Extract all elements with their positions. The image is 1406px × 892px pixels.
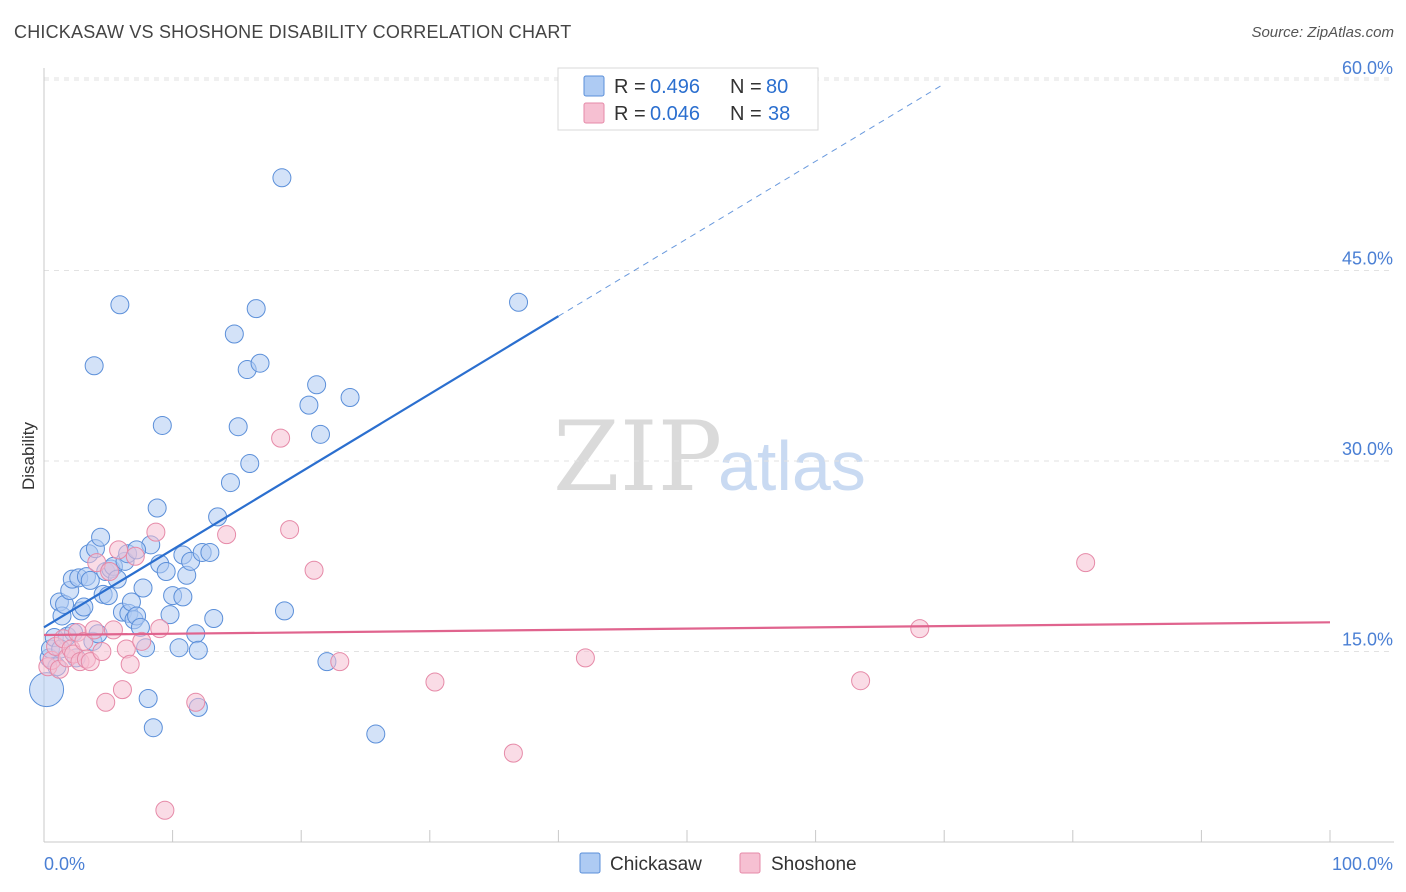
chickasaw-legend-swatch — [583, 75, 605, 97]
chart-title: CHICKASAW VS SHOSHONE DISABILITY CORRELA… — [14, 22, 572, 42]
chickasaw-point — [240, 454, 260, 474]
shoshone-n-value: 38 — [768, 103, 790, 125]
legend-chickasaw-swatch — [579, 852, 601, 874]
chickasaw-point — [147, 498, 167, 518]
shoshone-point — [186, 692, 206, 712]
chickasaw-point — [307, 375, 327, 395]
watermark-atlas: atlas — [718, 427, 866, 505]
shoshone-legend-swatch — [583, 102, 605, 124]
chickasaw-point — [224, 324, 244, 344]
chickasaw-point — [200, 542, 220, 562]
legend-shoshone-swatch — [739, 852, 761, 874]
chickasaw-point — [310, 424, 330, 444]
chickasaw-point — [84, 356, 104, 376]
y-tick-labels: 15.0% 30.0% 45.0% 60.0% — [1342, 58, 1393, 650]
chickasaw-point — [110, 295, 130, 315]
shoshone-point — [146, 522, 166, 542]
shoshone-trend-line — [43, 621, 1331, 637]
y-tick-label: 15.0% — [1342, 630, 1393, 650]
shoshone-point — [92, 642, 112, 661]
chickasaw-n-label: N = — [730, 76, 762, 98]
chickasaw-point — [204, 608, 224, 628]
chickasaw-point — [366, 724, 386, 744]
chickasaw-point — [156, 561, 176, 581]
shoshone-point — [155, 800, 175, 820]
shoshone-point — [503, 743, 523, 763]
chickasaw-point — [272, 168, 292, 188]
chickasaw-point — [274, 601, 294, 621]
chickasaw-point — [80, 570, 100, 590]
shoshone-point — [132, 631, 152, 651]
shoshone-point — [330, 652, 350, 672]
x-tick-label-max: 100.0% — [1332, 854, 1393, 874]
axes — [43, 68, 1394, 843]
shoshone-n-label: N = — [730, 103, 762, 125]
shoshone-point — [84, 620, 104, 640]
chickasaw-point — [340, 388, 360, 407]
shoshone-point — [304, 560, 324, 580]
chickasaw-trend-extension — [558, 83, 945, 317]
chickasaw-point — [188, 640, 208, 660]
shoshone-point — [425, 672, 445, 692]
chickasaw-point — [220, 473, 240, 493]
chickasaw-point — [133, 578, 153, 598]
chickasaw-point — [228, 417, 248, 437]
chickasaw-point — [143, 718, 163, 738]
chickasaw-r-value: 0.496 — [650, 76, 700, 98]
y-tick-label: 45.0% — [1342, 249, 1393, 269]
shoshone-point — [103, 620, 123, 640]
shoshone-point — [910, 619, 930, 639]
shoshone-point — [109, 540, 129, 560]
trend-lines — [43, 83, 1331, 637]
shoshone-r-label: R = — [614, 103, 646, 125]
shoshone-point — [120, 654, 140, 674]
legend-shoshone-label: Shoshone — [771, 854, 857, 875]
shoshone-point — [271, 428, 291, 448]
shoshone-points — [38, 428, 1096, 820]
watermark-zip: ZIP — [553, 401, 722, 513]
chickasaw-point — [250, 353, 270, 373]
legend-chickasaw-label: Chickasaw — [610, 854, 702, 875]
series-legend: Chickasaw Shoshone — [579, 852, 857, 875]
chickasaw-point — [138, 688, 158, 708]
x-tick-labels: 0.0% 100.0% — [44, 854, 1393, 874]
source-label: Source: ZipAtlas.com — [1251, 24, 1394, 41]
shoshone-point — [280, 520, 300, 540]
stats-legend: R = 0.496 N = 80 R = 0.046 N = 38 — [557, 67, 819, 131]
x-tick-label-min: 0.0% — [44, 854, 85, 874]
shoshone-point — [851, 671, 871, 691]
y-tick-label: 30.0% — [1342, 439, 1393, 459]
shoshone-point — [575, 648, 595, 668]
chickasaw-n-value: 80 — [766, 76, 788, 98]
shoshone-point — [112, 680, 132, 700]
shoshone-point — [96, 692, 116, 712]
shoshone-r-value: 0.046 — [650, 103, 700, 125]
chickasaw-r-label: R = — [614, 76, 646, 98]
chickasaw-point — [160, 605, 180, 625]
chickasaw-point — [152, 415, 172, 435]
chickasaw-point — [74, 597, 94, 617]
chickasaw-point — [169, 638, 189, 658]
chickasaw-point — [299, 395, 319, 415]
chickasaw-point — [173, 587, 193, 607]
y-axis-label: Disability — [19, 421, 38, 490]
chickasaw-point — [509, 292, 529, 312]
chickasaw-point — [246, 299, 266, 319]
x-ticks — [43, 830, 1331, 842]
chickasaw-trend-line — [43, 315, 559, 629]
shoshone-point — [1076, 553, 1096, 573]
y-tick-label: 60.0% — [1342, 58, 1393, 78]
chickasaw-point — [91, 527, 111, 547]
shoshone-point — [100, 561, 120, 581]
shoshone-point — [217, 525, 237, 545]
shoshone-point — [125, 546, 145, 566]
